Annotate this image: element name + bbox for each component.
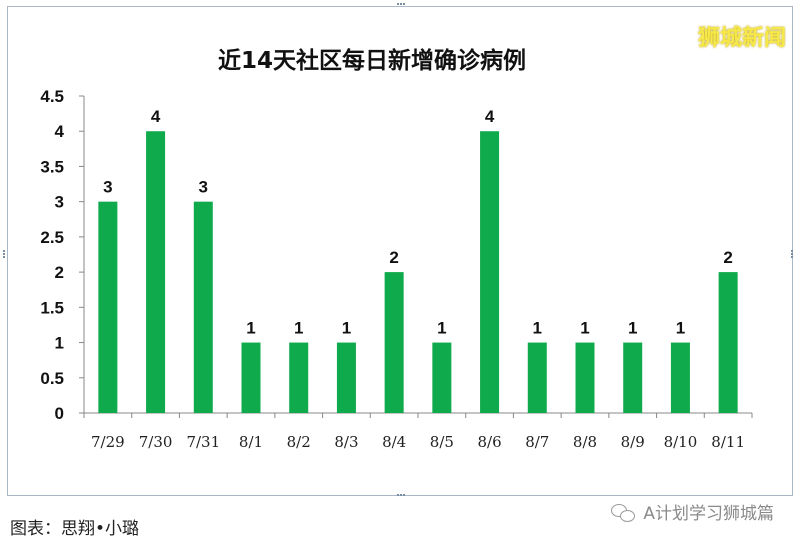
chart-caption: 图表：思翔•小璐 [10,519,140,539]
data-label: 2 [389,248,398,267]
axes [83,96,752,414]
data-label: 1 [676,319,685,338]
bar [241,342,261,413]
y-tick-label: 1 [55,334,64,353]
resize-handle-top[interactable] [397,3,405,9]
y-tick-label: 0.5 [40,369,64,388]
bar [432,342,452,413]
bar [575,342,595,413]
data-label: 1 [533,319,542,338]
bar [527,342,547,413]
bar [670,342,690,413]
x-tick-label: 8/5 [430,433,454,451]
resize-handle-left[interactable] [3,250,9,258]
data-label: 2 [723,248,732,267]
bar [623,342,643,413]
data-label: 1 [246,319,255,338]
x-tick-label: 7/29 [91,433,125,451]
bar [718,272,738,413]
x-tick-label: 7/31 [186,433,220,451]
chart-frame [3,3,793,496]
x-tick-label: 8/11 [711,433,745,451]
bars [98,131,738,413]
y-tick-label: 3.5 [40,157,64,176]
x-tick-label: 7/30 [139,433,173,451]
bar [384,272,404,413]
y-tick-label: 3 [55,193,64,212]
x-axis-ticks: 7/29 7/30 7/31 8/1 8/2 8/3 8/4 8/5 8/6 8/7 8/8 8/9 8… [83,413,753,451]
x-tick-label: 8/9 [621,433,645,451]
resize-handle-right[interactable] [791,250,797,258]
data-label: 1 [342,319,351,338]
data-label: 1 [294,319,303,338]
data-label: 4 [151,107,161,126]
y-tick-label: 0 [55,404,64,423]
bar [146,131,166,413]
data-label: 1 [580,319,589,338]
bar [289,342,309,413]
resize-handle-bottom[interactable] [397,494,405,500]
chart-title: 近14天社区每日新增确诊病例 [218,47,526,74]
x-tick-label: 8/7 [525,433,549,451]
x-tick-label: 8/4 [382,433,406,451]
bar [336,342,356,413]
x-tick-label: 8/10 [664,433,698,451]
data-label: 3 [103,178,112,197]
x-tick-label: 8/1 [239,433,263,451]
brand-logo: 狮城新闻 [697,26,786,51]
x-tick-label: 8/6 [478,433,502,451]
wechat-icon [611,502,637,522]
data-label: 3 [199,178,208,197]
bar [193,201,213,413]
watermark-text: A计划学习狮城篇 [643,504,774,524]
y-tick-label: 2 [55,263,64,282]
data-label: 1 [437,319,446,338]
x-tick-label: 8/2 [287,433,311,451]
x-tick-label: 8/8 [573,433,597,451]
y-tick-label: 4.5 [40,87,64,106]
y-tick-label: 4 [55,122,65,141]
data-label: 1 [628,319,637,338]
x-tick-label: 8/3 [334,433,358,451]
bar [98,201,118,413]
y-tick-label: 2.5 [40,228,64,247]
watermark: A计划学习狮城篇 [611,499,774,524]
data-label: 4 [485,107,495,126]
y-axis-ticks: 0 0.5 1 1.5 2 2.5 3 3.5 4 4.5 [40,87,84,423]
y-tick-label: 1.5 [40,298,64,317]
value-labels: 3 4 3 1 1 1 2 1 4 1 1 1 1 2 [103,107,733,337]
bar [480,131,500,413]
